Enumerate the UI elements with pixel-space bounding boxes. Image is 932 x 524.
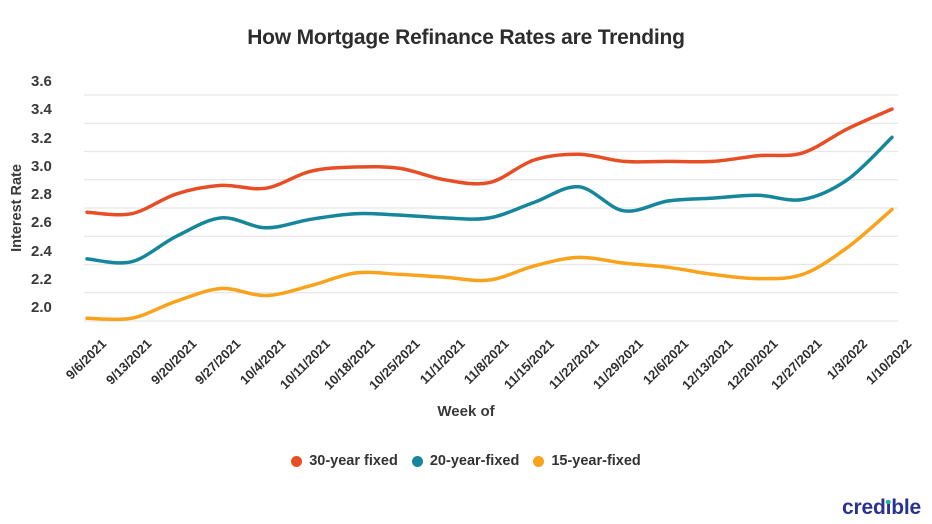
legend-item: 15-year-fixed (533, 453, 641, 469)
y-tick-label: 2.6 (31, 214, 52, 232)
line-20-year-fixed (85, 135, 894, 265)
y-axis-title: Interest Rate (9, 164, 25, 252)
x-axis-title: Week of (437, 403, 495, 420)
y-tick-label: 3.2 (31, 129, 52, 147)
legend-item: 20-year-fixed (411, 453, 520, 469)
credible-logo: credı ble (842, 497, 921, 519)
logo-i-dot (886, 499, 891, 504)
legend-label: 15-year-fixed (551, 453, 641, 469)
legend-item: 30-year fixed (291, 453, 398, 469)
y-tick-label: 2.8 (31, 186, 52, 203)
y-tick-label: 3.4 (31, 101, 52, 119)
y-tick-label: 2.0 (31, 299, 52, 316)
logo-i-stem: ı (885, 496, 892, 519)
y-tick-label: 2.2 (31, 270, 52, 288)
legend-dot-icon (291, 455, 303, 467)
logo-text-end: ble (891, 496, 921, 519)
logo-text-start: cred (842, 496, 886, 519)
legend-label: 20-year-fixed (429, 453, 520, 469)
logo-letter-i: ı (886, 497, 892, 519)
legend-dot-icon (533, 455, 545, 467)
legend-label: 30-year fixed (309, 453, 398, 469)
y-tick-label: 2.4 (31, 242, 52, 260)
legend: 30-year fixed 20-year-fixed 15-year-fixed (0, 449, 932, 473)
legend-dot-icon (411, 455, 423, 467)
line-30-year-fixed (85, 107, 894, 217)
chart-title: How Mortgage Refinance Rates are Trendin… (247, 26, 685, 49)
line-15-year-fixed (85, 207, 894, 322)
y-tick-label: 3.6 (31, 73, 52, 90)
y-tick-label: 3.0 (31, 157, 52, 175)
